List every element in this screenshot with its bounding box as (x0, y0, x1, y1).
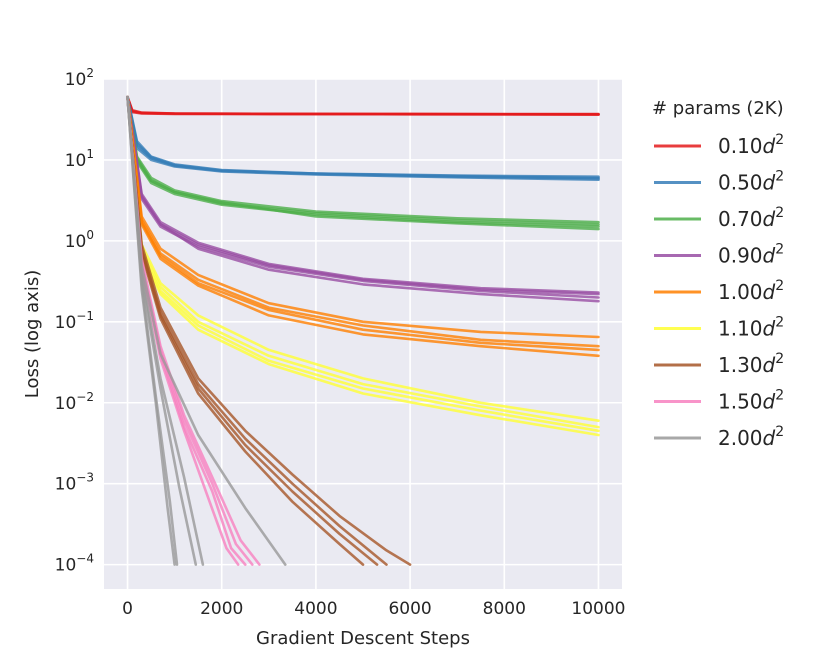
series-line (126, 95, 600, 231)
series-line (126, 95, 365, 566)
legend-entry: 1.10d2 (718, 315, 784, 341)
legend-entry: 1.00d2 (718, 278, 784, 304)
x-tick-label: 0 (122, 599, 133, 619)
legend-entry: 0.50d2 (718, 169, 784, 195)
y-tick-label: 102 (65, 66, 94, 90)
legend-entry: 0.10d2 (718, 132, 784, 158)
x-tick-label: 8000 (483, 599, 526, 619)
legend-title: # params (2K) (652, 98, 784, 119)
series-group (126, 95, 600, 231)
legend-entry: 1.30d2 (718, 351, 784, 377)
y-tick-label: 100 (65, 228, 94, 252)
series-line (126, 95, 600, 116)
legend-entry: 0.70d2 (718, 205, 784, 231)
y-tick-label: 10−1 (55, 309, 94, 333)
legend: # params (2K) 0.10d2 0.50d2 0.70d2 0.90d2 1.… (652, 98, 784, 450)
legend-entry: 1.50d2 (718, 388, 784, 414)
y-tick-label: 101 (65, 147, 94, 171)
series-lines (126, 95, 600, 566)
x-tick-label: 10000 (571, 599, 625, 619)
x-tick-label: 4000 (294, 599, 337, 619)
y-tick-label: 10−2 (55, 390, 94, 414)
y-axis-label: Loss (log axis) (22, 270, 43, 398)
series-group (126, 95, 600, 116)
x-axis-label: Gradient Descent Steps (256, 628, 470, 649)
series-group (126, 95, 412, 566)
series-group (126, 95, 287, 566)
series-line (126, 95, 600, 339)
y-tick-label: 10−3 (55, 471, 94, 495)
series-line (126, 95, 600, 358)
series-group (126, 95, 600, 358)
y-tick-label: 10−4 (55, 552, 94, 576)
axis-ticks: 0 2000 4000 6000 8000 10000 102 101 100 10−1 10−2 1… (55, 66, 626, 619)
x-tick-label: 6000 (388, 599, 431, 619)
series-line (126, 95, 600, 299)
series-line (126, 95, 600, 180)
x-tick-label: 2000 (200, 599, 243, 619)
series-line (126, 95, 600, 303)
legend-entry: 0.90d2 (718, 242, 784, 268)
series-line (126, 95, 176, 566)
series-group (126, 95, 600, 303)
series-group (126, 95, 600, 181)
legend-entry: 2.00d2 (718, 424, 784, 450)
